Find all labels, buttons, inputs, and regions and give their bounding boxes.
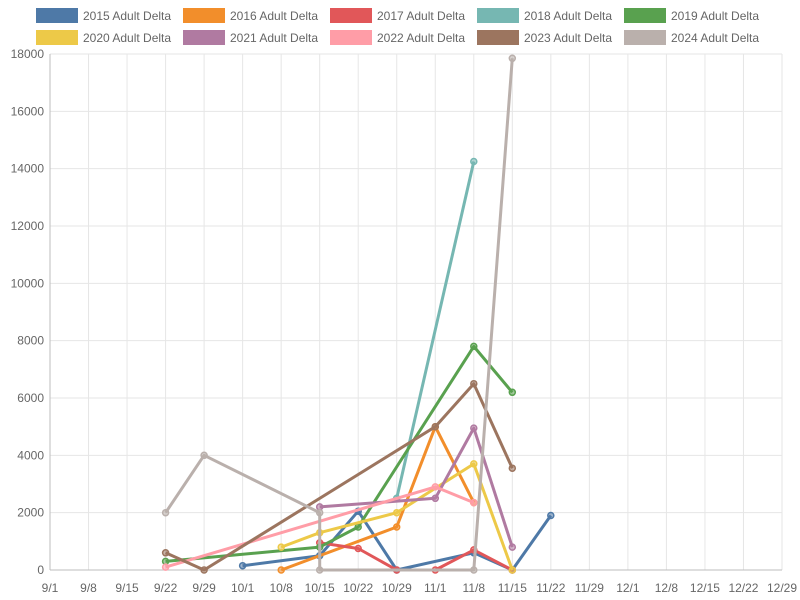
x-tick-label: 11/1 (424, 581, 447, 595)
legend-item[interactable]: 2017 Adult Delta (330, 8, 465, 23)
x-tick-label: 10/29 (382, 581, 412, 595)
series-line (164, 58, 514, 572)
legend-label: 2018 Adult Delta (524, 9, 612, 23)
y-tick-label: 18000 (11, 47, 45, 61)
data-point[interactable] (315, 566, 324, 574)
legend-swatch (36, 30, 78, 45)
legend-label: 2023 Adult Delta (524, 31, 612, 45)
series-group (315, 424, 517, 551)
data-point[interactable] (200, 566, 208, 574)
series-layer (161, 54, 555, 574)
data-point[interactable] (161, 508, 170, 517)
x-tick-label: 10/15 (305, 581, 335, 595)
y-tick-label: 6000 (17, 391, 44, 405)
y-tick-label: 8000 (17, 334, 44, 348)
x-tick-label: 9/8 (80, 581, 97, 595)
y-tick-label: 14000 (11, 162, 45, 176)
data-point[interactable] (238, 561, 247, 570)
legend-label: 2021 Adult Delta (230, 31, 318, 45)
data-point[interactable] (470, 460, 478, 468)
y-tick-label: 0 (37, 563, 44, 577)
legend-item[interactable]: 2020 Adult Delta (36, 30, 171, 45)
data-point[interactable] (354, 523, 362, 531)
x-tick-label: 12/15 (690, 581, 720, 595)
legend-item[interactable]: 2016 Adult Delta (183, 8, 318, 23)
y-tick-label: 12000 (11, 219, 45, 233)
legend: 2015 Adult Delta 2016 Adult Delta 2017 Adu… (36, 8, 759, 45)
x-tick-label: 9/1 (42, 581, 59, 595)
x-tick-label: 11/22 (536, 581, 565, 595)
y-tick-label: 16000 (11, 104, 45, 118)
axes: 0 2000 4000 6000 8000 10000 12000 14000 16000 180… (11, 47, 798, 595)
legend-label: 2016 Adult Delta (230, 9, 318, 23)
x-tick-label: 11/15 (498, 581, 527, 595)
legend-item[interactable]: 2024 Adult Delta (624, 30, 759, 45)
x-tick-label: 12/1 (616, 581, 640, 595)
legend-swatch (624, 30, 666, 45)
legend-swatch (330, 8, 372, 23)
data-point[interactable] (161, 563, 170, 571)
data-point[interactable] (508, 543, 517, 551)
legend-swatch (183, 30, 225, 45)
data-point[interactable] (508, 566, 517, 574)
series-group (161, 54, 517, 574)
legend-label: 2022 Adult Delta (377, 31, 465, 45)
data-point[interactable] (470, 566, 478, 574)
grid-lines (49, 53, 783, 571)
y-tick-label: 4000 (17, 448, 44, 462)
data-point[interactable] (277, 543, 285, 551)
x-tick-label: 11/8 (463, 581, 486, 595)
x-tick-label: 10/8 (269, 581, 293, 595)
data-point[interactable] (392, 508, 401, 517)
data-point[interactable] (277, 566, 285, 574)
data-point[interactable] (392, 523, 401, 531)
legend-swatch (183, 8, 225, 23)
legend-item[interactable]: 2018 Adult Delta (477, 8, 612, 23)
data-point[interactable] (508, 388, 517, 397)
data-point[interactable] (431, 422, 440, 431)
legend-item[interactable]: 2019 Adult Delta (624, 8, 759, 23)
x-tick-label: 12/8 (655, 581, 679, 595)
data-point[interactable] (354, 544, 362, 553)
legend-swatch (477, 8, 519, 23)
data-point[interactable] (470, 379, 478, 388)
data-point[interactable] (470, 342, 478, 351)
legend-item[interactable]: 2021 Adult Delta (183, 30, 318, 45)
y-tick-label: 10000 (11, 276, 45, 290)
data-point[interactable] (508, 464, 517, 472)
data-point[interactable] (315, 508, 324, 517)
legend-swatch (330, 30, 372, 45)
legend-swatch (477, 30, 519, 45)
legend-item[interactable]: 2015 Adult Delta (36, 8, 171, 23)
legend-label: 2015 Adult Delta (83, 9, 171, 23)
x-tick-label: 9/22 (154, 581, 178, 595)
x-tick-label: 9/15 (115, 581, 139, 595)
x-tick-label: 11/29 (575, 581, 604, 595)
x-tick-label: 9/29 (192, 581, 216, 595)
series-group (161, 483, 478, 571)
x-tick-label: 10/22 (343, 581, 373, 595)
legend-swatch (36, 8, 78, 23)
legend-label: 2019 Adult Delta (671, 9, 759, 23)
data-point[interactable] (470, 424, 478, 432)
x-tick-label: 10/1 (231, 581, 255, 595)
data-point[interactable] (431, 494, 440, 503)
data-point[interactable] (547, 511, 555, 520)
legend-item[interactable]: 2023 Adult Delta (477, 30, 612, 45)
legend-label: 2017 Adult Delta (377, 9, 465, 23)
y-tick-label: 2000 (17, 506, 44, 520)
data-point[interactable] (200, 451, 208, 460)
x-tick-label: 12/22 (728, 581, 758, 595)
data-point[interactable] (508, 54, 517, 63)
data-point[interactable] (161, 549, 170, 557)
legend-label: 2020 Adult Delta (83, 31, 171, 45)
data-point[interactable] (470, 498, 478, 507)
legend-item[interactable]: 2022 Adult Delta (330, 30, 465, 45)
x-tick-label: 12/29 (767, 581, 797, 595)
legend-label: 2024 Adult Delta (671, 31, 759, 45)
data-point[interactable] (431, 483, 440, 491)
legend-swatch (624, 8, 666, 23)
data-point[interactable] (470, 157, 478, 166)
